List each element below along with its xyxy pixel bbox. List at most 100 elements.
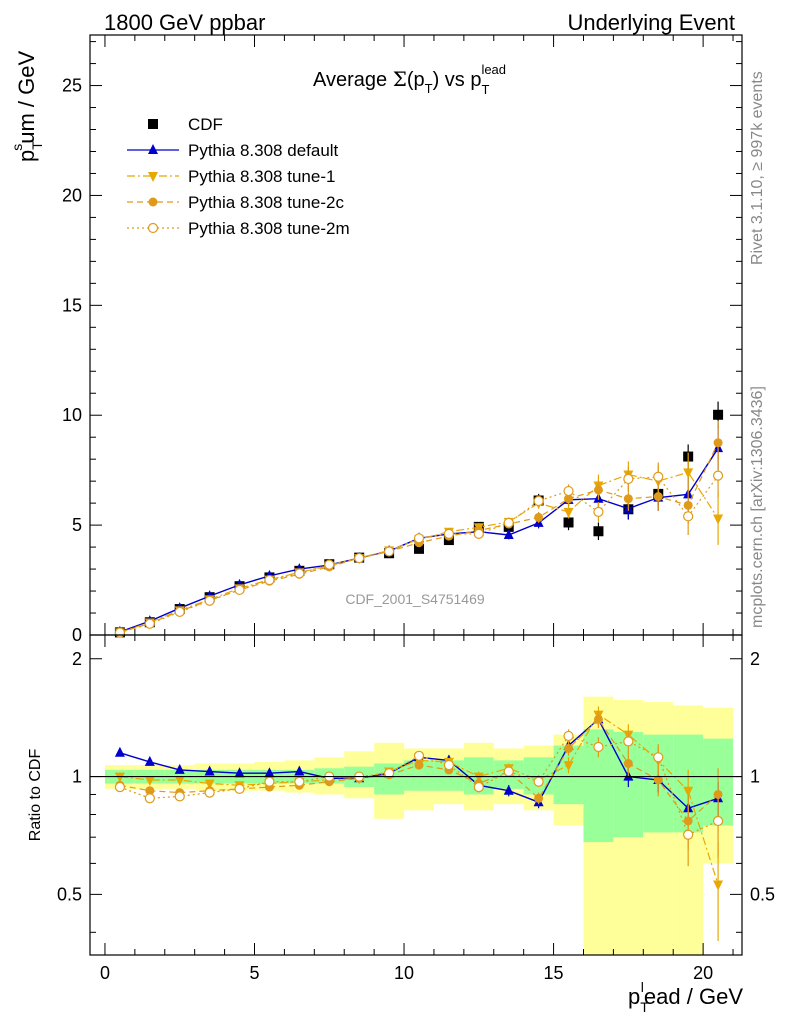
ratio-point-pythia-8-308-tune-2m <box>563 730 574 742</box>
x-tick-label: 15 <box>544 963 564 983</box>
ratio-point-pythia-8-308-default <box>174 763 185 774</box>
main-point-pythia-8-308-tune-2m <box>473 528 484 540</box>
y-tick-label: 0.5 <box>57 884 82 904</box>
main-point-cdf <box>593 526 604 537</box>
main-point-pythia-8-308-tune-2c <box>653 492 663 502</box>
main-point-pythia-8-308-tune-2m <box>653 471 664 482</box>
ratio-point-pythia-8-308-default <box>234 767 245 778</box>
x-tick-label: 20 <box>693 963 713 983</box>
ratio-panel-axes: 0.5 0.51 12 20 5 10 15 20 <box>57 634 775 983</box>
x-tick-label: 10 <box>394 963 414 983</box>
ratio-point-pythia-8-308-tune-2m <box>383 768 395 779</box>
x-axis-label: pTlead / GeV <box>628 979 743 1015</box>
main-point-pythia-8-308-tune-1 <box>563 507 574 518</box>
ratio-y-axis-label: Ratio to CDF <box>27 749 44 842</box>
main-point-pythia-8-308-tune-2m <box>204 595 215 606</box>
main-point-pythia-8-308-tune-2m <box>533 495 544 507</box>
ratio-point-pythia-8-308-tune-2m <box>294 776 305 787</box>
main-point-pythia-8-308-tune-2m <box>354 552 365 564</box>
y-tick-label: 0 <box>72 625 82 645</box>
main-point-pythia-8-308-default <box>503 529 514 539</box>
main-point-pythia-8-308-tune-1 <box>683 468 694 479</box>
ratio-point-pythia-8-308-tune-2c <box>623 758 633 768</box>
y-tick-label-right: 1 <box>750 767 760 787</box>
main-point-pythia-8-308-tune-2m <box>683 511 694 522</box>
legend-label: Pythia 8.308 tune-2c <box>188 193 344 212</box>
ratio-line-pythia-8-308-tune-1 <box>119 713 719 885</box>
main-point-pythia-8-308-tune-2m <box>503 517 514 529</box>
ratio-point-pythia-8-308-default <box>294 765 305 776</box>
main-panel-series <box>114 401 724 639</box>
main-point-pythia-8-308-tune-2c <box>593 485 603 495</box>
y-tick-label: 5 <box>72 515 82 535</box>
y-tick-label: 15 <box>62 295 82 315</box>
ratio-point-pythia-8-308-tune-2m <box>144 793 155 804</box>
ratio-point-pythia-8-308-tune-2c <box>593 714 603 724</box>
ratio-panel-bands <box>104 696 734 955</box>
ratio-point-pythia-8-308-tune-2m <box>653 752 664 763</box>
ratio-point-pythia-8-308-tune-1 <box>713 880 724 891</box>
ratio-point-pythia-8-308-tune-1 <box>204 779 215 790</box>
legend-label: Pythia 8.308 default <box>188 141 339 160</box>
ratio-point-pythia-8-308-tune-2m <box>264 776 275 787</box>
ratio-point-pythia-8-308-tune-2m <box>623 736 634 747</box>
ratio-point-pythia-8-308-tune-1 <box>563 761 574 772</box>
legend-marker <box>148 144 158 154</box>
ratio-point-pythia-8-308-tune-1 <box>473 772 484 783</box>
ratio-point-pythia-8-308-tune-2m <box>683 829 694 840</box>
y-tick-label: 1 <box>72 767 82 787</box>
x-tick-label: 0 <box>100 963 110 983</box>
ratio-point-pythia-8-308-tune-2c <box>145 786 155 796</box>
svg-text:pTlead / GeV: pTlead / GeV <box>628 979 743 1015</box>
legend-marker <box>148 197 158 207</box>
ratio-point-pythia-8-308-tune-2c <box>653 775 663 785</box>
legend-marker <box>148 172 158 182</box>
ratio-point-pythia-8-308-tune-2m <box>503 766 514 777</box>
chart-title: Average Σ(pT) vs pTlead <box>313 62 506 97</box>
ratio-point-pythia-8-308-tune-2m <box>473 781 484 793</box>
main-point-pythia-8-308-tune-2m <box>383 546 395 557</box>
main-series-pythia-8-308-tune-2m <box>114 453 724 638</box>
main-point-pythia-8-308-tune-2m <box>413 533 425 544</box>
header-left: 1800 GeV ppbar <box>104 10 265 35</box>
watermark: CDF_2001_S4751469 <box>345 591 485 607</box>
main-point-pythia-8-308-tune-2m <box>563 485 574 497</box>
ratio-point-pythia-8-308-tune-1 <box>144 775 155 786</box>
svg-text:Average Σ(pT) vs pTlead: Average Σ(pT) vs pTlead <box>313 62 506 97</box>
main-point-pythia-8-308-tune-2m <box>264 574 275 586</box>
ratio-point-pythia-8-308-default <box>204 765 215 776</box>
main-point-cdf <box>413 543 424 554</box>
legend: CDF Pythia 8.308 default Pythia 8.308 tune… <box>127 115 350 238</box>
main-panel-axes: 0 5 10 15 20 25 <box>62 34 743 645</box>
side-rivet: Rivet 3.1.10, ≥ 997k events <box>749 71 766 265</box>
y-tick-label-right: 0.5 <box>750 884 775 904</box>
y-tick-label: 25 <box>62 76 82 96</box>
ratio-point-pythia-8-308-tune-2c <box>534 793 544 803</box>
ratio-point-pythia-8-308-tune-2m <box>443 759 454 771</box>
ratio-series-pythia-8-308-tune-2m <box>114 729 724 867</box>
ratio-point-pythia-8-308-default <box>503 784 514 795</box>
main-point-pythia-8-308-tune-2m <box>593 506 604 518</box>
legend-marker <box>147 222 159 234</box>
ratio-point-pythia-8-308-tune-1 <box>114 772 125 783</box>
main-point-pythia-8-308-tune-2m <box>234 584 245 596</box>
header-right: Underlying Event <box>567 10 735 35</box>
legend-entry-pythia-8-308-tune-2m: Pythia 8.308 tune-2m <box>127 219 350 238</box>
main-point-cdf <box>563 517 574 528</box>
panel-frame <box>89 634 743 956</box>
main-point-pythia-8-308-tune-2m <box>294 568 305 579</box>
legend-entry-pythia-8-308-tune-2c: Pythia 8.308 tune-2c <box>127 193 344 212</box>
legend-label: Pythia 8.308 tune-1 <box>188 167 335 186</box>
ratio-point-pythia-8-308-default <box>264 767 275 778</box>
main-point-pythia-8-308-tune-2c <box>564 494 574 504</box>
legend-entry-pythia-8-308-default: Pythia 8.308 default <box>127 141 339 160</box>
ratio-point-pythia-8-308-tune-2m <box>712 815 724 827</box>
ratio-point-pythia-8-308-tune-2m <box>174 791 185 802</box>
ratio-point-pythia-8-308-tune-2m <box>413 750 425 761</box>
ratio-point-pythia-8-308-tune-2m <box>204 787 215 798</box>
main-point-pythia-8-308-tune-2m <box>623 473 634 485</box>
legend-entry-cdf: CDF <box>148 115 223 134</box>
legend-label: Pythia 8.308 tune-2m <box>188 219 350 238</box>
legend-label: CDF <box>188 115 223 134</box>
